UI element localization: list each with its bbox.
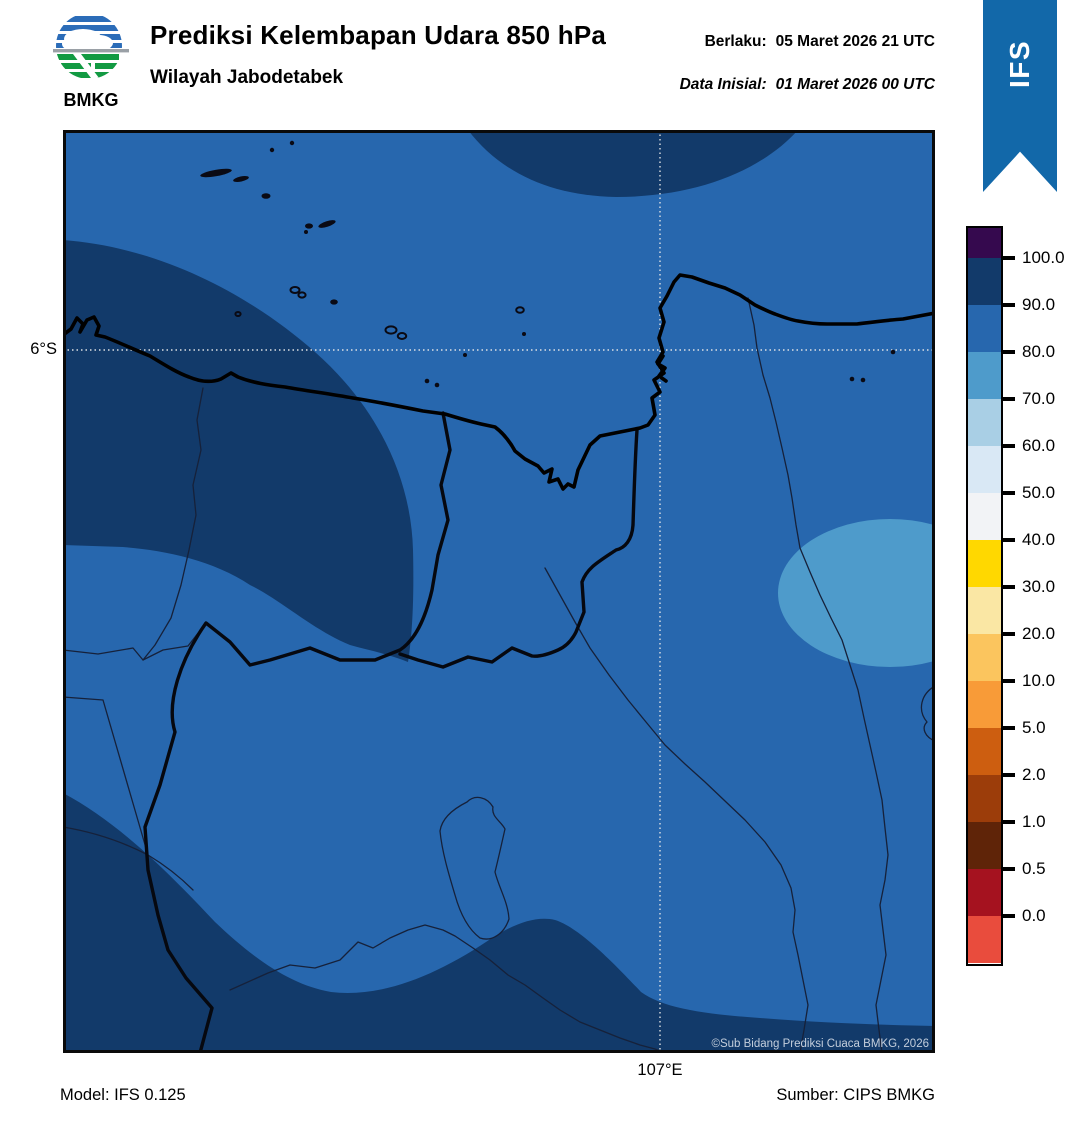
colorbar-tick [1001,867,1015,871]
colorbar-tick [1001,820,1015,824]
colorbar [966,226,1003,966]
colorbar-tick-label: 50.0 [1022,483,1056,502]
colorbar-segment [968,446,1001,493]
colorbar-tick-label: 40.0 [1022,530,1056,549]
colorbar-segment [968,869,1001,916]
valid-time-value: 05 Maret 2026 21 UTC [775,33,935,50]
colorbar-segment [968,775,1001,822]
colorbar-tick-label: 10.0 [1022,671,1056,690]
valid-time-line: Berlaku: 05 Maret 2026 21 UTC [705,33,935,51]
colorbar-segment [968,305,1001,352]
colorbar-tick [1001,491,1015,495]
colorbar-segment [968,399,1001,446]
colorbar-segment [968,634,1001,681]
map-panel: ©Sub Bidang Prediksi Cuaca BMKG, 2026 [60,127,938,1056]
colorbar-segment [968,540,1001,587]
colorbar-ticks: 100.0 90.0 80.0 70.0 60.0 50.0 40.0 30.0 20.0 10.… [1001,228,1081,968]
colorbar-tick-label: 30.0 [1022,577,1056,596]
page-title: Prediksi Kelembapan Udara 850 hPa [150,20,607,50]
colorbar-tick [1001,303,1015,307]
colorbar-tick-label: 5.0 [1022,718,1046,737]
coastline [63,273,935,491]
islands [200,140,896,388]
fill-region-90-100-west [63,240,414,662]
model-ribbon-label: IFS [1004,39,1035,89]
colorbar-tick-label: 60.0 [1022,436,1056,455]
footer-source-text: Sumber: CIPS BMKG [776,1086,935,1104]
footer-model-text: Model: IFS 0.125 [60,1086,186,1104]
init-time-label: Data Inisial: [679,76,767,93]
colorbar-tick [1001,256,1015,260]
colorbar-tick-label: 70.0 [1022,389,1056,408]
bmkg-logo-text: BMKG [64,90,119,110]
colorbar-tick [1001,538,1015,542]
colorbar-segment [968,681,1001,728]
colorbar-segment [968,352,1001,399]
colorbar-tick [1001,914,1015,918]
colorbar-tick-label: 90.0 [1022,295,1056,314]
colorbar-tick [1001,773,1015,777]
colorbar-segment [968,822,1001,869]
colorbar-tick [1001,585,1015,589]
colorbar-tick-label: 80.0 [1022,342,1056,361]
colorbar-tick [1001,679,1015,683]
bmkg-logo: BMKG [53,13,129,110]
model-ribbon: IFS [983,0,1057,192]
bmkg-logo-globe [56,13,122,79]
colorbar-tick [1001,726,1015,730]
colorbar-tick [1001,397,1015,401]
colorbar-segment [968,258,1001,305]
lon-axis-label: 107°E [637,1061,683,1079]
colorbar-segment [968,728,1001,775]
colorbar-tick [1001,350,1015,354]
fill-region-90-100-south [63,793,935,1053]
bmkg-logo-equator [53,49,129,53]
admin-boundaries-bold [143,411,639,1053]
colorbar-tick-label: 100.0 [1022,248,1065,267]
init-time-line: Data Inisial: 01 Maret 2026 00 UTC [680,76,935,94]
colorbar-tick [1001,632,1015,636]
colorbar-tick-label: 2.0 [1022,765,1046,784]
colorbar-segment [968,228,1001,258]
init-time-value: 01 Maret 2026 00 UTC [775,76,935,93]
admin-boundaries-thin [63,297,935,1053]
colorbar-tick [1001,444,1015,448]
colorbar-tick-label: 1.0 [1022,812,1046,831]
map-copyright: ©Sub Bidang Prediksi Cuaca BMKG, 2026 [711,1038,929,1050]
colorbar-segment [968,916,1001,963]
fill-region-90-100-north [468,130,798,197]
valid-time-label: Berlaku: [704,33,767,50]
page-subtitle: Wilayah Jabodetabek [150,67,344,88]
map-svg: ©Sub Bidang Prediksi Cuaca BMKG, 2026 [60,127,938,1056]
colorbar-tick-label: 0.5 [1022,859,1046,878]
colorbar-segment [968,587,1001,634]
colorbar-tick-label: 20.0 [1022,624,1056,643]
fill-region-70-80-east [778,519,935,667]
colorbar-segment [968,493,1001,540]
colorbar-tick-label: 0.0 [1022,906,1046,925]
lat-axis-label: 6°S [30,340,57,358]
